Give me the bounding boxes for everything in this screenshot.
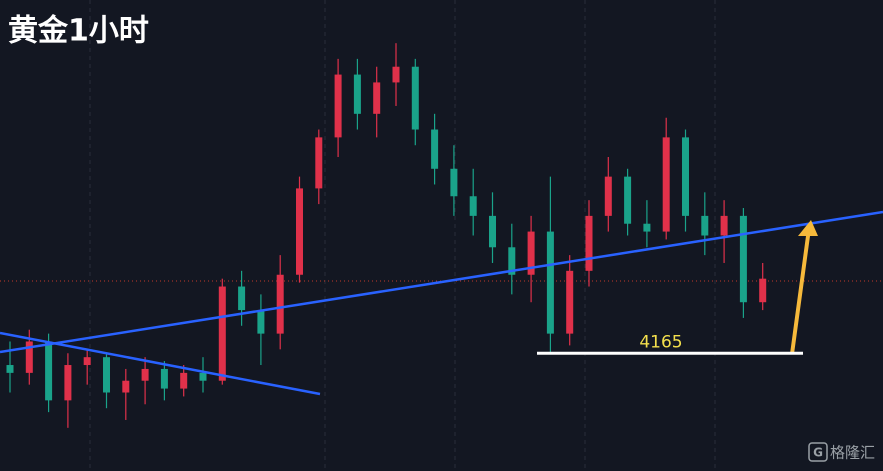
candle-body [392, 66, 400, 83]
watermark-logo [808, 442, 828, 462]
candle-body [546, 231, 554, 334]
candle-body [643, 223, 651, 232]
candle-body [585, 215, 593, 271]
candle-body [720, 215, 728, 236]
candle-body [411, 66, 419, 130]
candle-body [527, 231, 535, 275]
candle-body [489, 215, 496, 248]
candle-body [180, 372, 188, 389]
candle-body [160, 368, 168, 389]
watermark-text: 格隆汇 [830, 444, 875, 462]
chart-title: 黄金1小时 [8, 14, 149, 49]
candle-body [199, 372, 207, 381]
candle-body [64, 365, 72, 401]
trend-line [0, 210, 883, 354]
watermark: G 格隆汇 [808, 442, 875, 462]
candle-body [296, 188, 303, 275]
grid [89, 0, 716, 471]
candle-body [431, 129, 439, 169]
candle-body [604, 176, 612, 216]
candle-body [6, 365, 14, 373]
candle-body [103, 357, 110, 393]
candle-body [739, 215, 747, 303]
candle-body [276, 274, 284, 334]
candle-body [141, 368, 149, 381]
candles [6, 43, 767, 428]
candle-body [257, 310, 265, 334]
candle-body [218, 286, 226, 381]
candle-body [315, 137, 323, 189]
candle-body [662, 137, 670, 232]
support-label: 4165 [639, 332, 682, 352]
candle-body [759, 278, 767, 303]
candle-body [682, 137, 689, 216]
candle-body [122, 380, 130, 393]
candle-body [25, 341, 33, 373]
candle-body [334, 74, 342, 138]
candle-body [353, 74, 361, 114]
candle-body [624, 176, 632, 224]
arrow [790, 220, 818, 354]
candle-body [701, 215, 709, 236]
candle-body [469, 196, 477, 216]
candle-body [566, 270, 574, 334]
candle-body [45, 341, 53, 401]
watermark-logo-letter: G [813, 446, 823, 460]
candle-body [238, 286, 246, 311]
candle-body [450, 168, 458, 197]
candle-body [508, 247, 516, 275]
candle-body [373, 82, 381, 114]
candle-body [83, 357, 91, 366]
